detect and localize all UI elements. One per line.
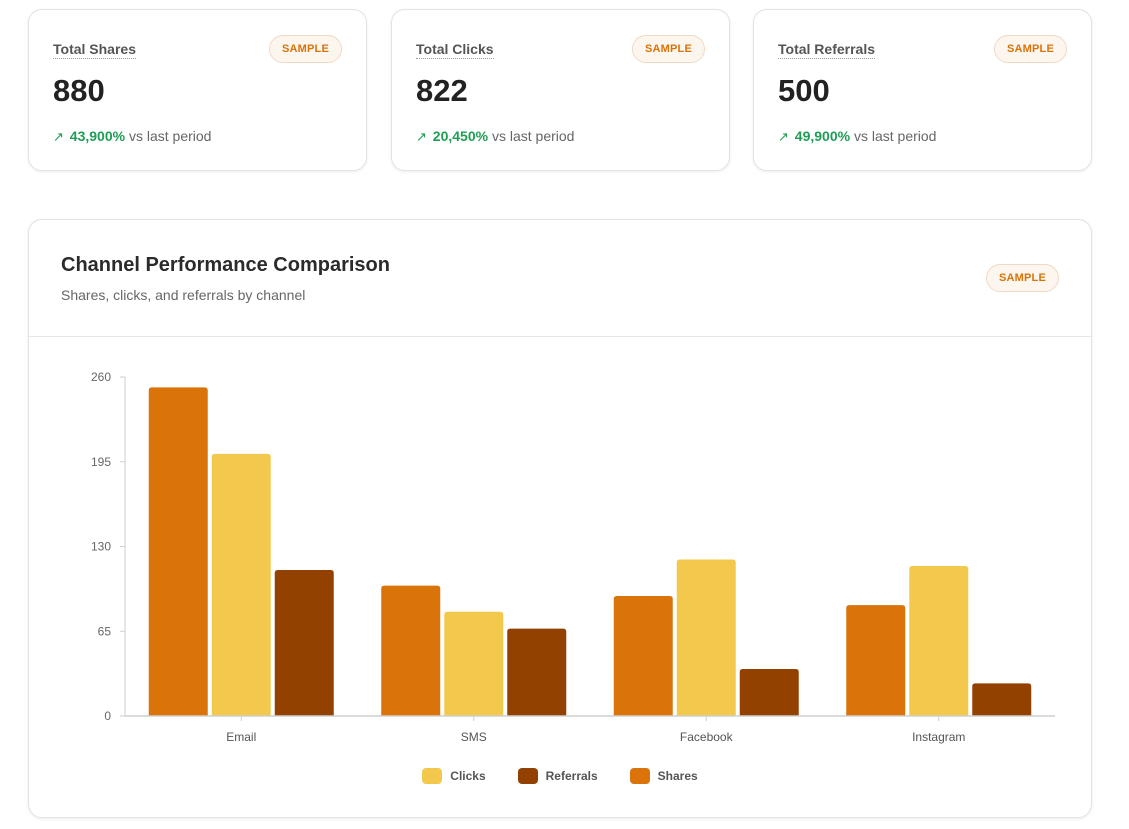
sample-badge: SAMPLE: [631, 35, 705, 63]
x-tick-label: Facebook: [680, 730, 734, 744]
bar-shares-sms: [381, 585, 441, 716]
y-tick-label: 0: [104, 709, 111, 723]
trend-up-icon: ↗: [416, 129, 427, 144]
bar-clicks-email: [211, 453, 271, 716]
kpi-delta: ↗ 43,900% vs last period: [53, 128, 211, 145]
bar-shares-instagram: [846, 605, 906, 716]
sample-badge: SAMPLE: [993, 35, 1067, 63]
bar-referrals-email: [274, 569, 334, 716]
delta-percent: 20,450%: [432, 128, 489, 144]
x-tick-label: Instagram: [912, 730, 965, 744]
kpi-card-shares: Total Shares SAMPLE 880 ↗ 43,900% vs las…: [28, 9, 367, 171]
trend-up-icon: ↗: [778, 129, 789, 144]
bar-shares-facebook: [613, 596, 673, 716]
y-tick-label: 260: [91, 370, 111, 384]
legend-label: Shares: [657, 769, 698, 783]
x-tick-label: Email: [226, 730, 256, 744]
kpi-value: 880: [53, 73, 105, 108]
legend-item-shares[interactable]: Shares: [629, 768, 698, 784]
chart-legend: Clicks Referrals Shares: [29, 768, 1091, 784]
chart-card: Channel Performance Comparison Shares, c…: [28, 219, 1092, 818]
kpi-label[interactable]: Total Shares: [53, 41, 136, 59]
bar-clicks-instagram: [909, 566, 969, 716]
kpi-value: 822: [416, 73, 468, 108]
kpi-value: 500: [778, 73, 830, 108]
y-tick-label: 130: [91, 540, 111, 554]
delta-suffix: vs last period: [128, 128, 212, 144]
kpi-delta: ↗ 20,450% vs last period: [416, 128, 574, 145]
sample-badge: SAMPLE: [985, 264, 1059, 292]
chart-title: Channel Performance Comparison: [61, 254, 390, 276]
bar-referrals-instagram: [972, 683, 1032, 716]
legend-swatch: [517, 768, 538, 784]
bar-referrals-sms: [507, 628, 567, 716]
bar-clicks-facebook: [676, 559, 736, 716]
kpi-label[interactable]: Total Referrals: [778, 41, 875, 59]
bar-shares-email: [148, 387, 208, 716]
trend-up-icon: ↗: [53, 129, 64, 144]
x-tick-label: SMS: [461, 730, 487, 744]
delta-percent: 49,900%: [794, 128, 851, 144]
divider: [29, 336, 1091, 337]
legend-item-clicks[interactable]: Clicks: [422, 768, 486, 784]
bar-referrals-facebook: [739, 669, 799, 716]
legend-label: Clicks: [450, 769, 486, 783]
y-tick-label: 195: [91, 455, 111, 469]
bar-clicks-sms: [444, 611, 504, 716]
delta-percent: 43,900%: [69, 128, 126, 144]
delta-suffix: vs last period: [491, 128, 575, 144]
delta-suffix: vs last period: [853, 128, 937, 144]
legend-swatch: [422, 768, 443, 784]
legend-item-referrals[interactable]: Referrals: [517, 768, 598, 784]
kpi-label[interactable]: Total Clicks: [416, 41, 494, 59]
kpi-delta: ↗ 49,900% vs last period: [778, 128, 936, 145]
chart-subtitle: Shares, clicks, and referrals by channel: [61, 287, 306, 303]
legend-swatch: [629, 768, 650, 784]
y-tick-label: 65: [98, 624, 112, 638]
bar-chart: 0 65 130 195 260 Email SMS Facebook Instagram: [91, 370, 1055, 744]
kpi-card-referrals: Total Referrals SAMPLE 500 ↗ 49,900% vs …: [753, 9, 1092, 171]
kpi-row: Total Shares SAMPLE 880 ↗ 43,900% vs las…: [28, 9, 1092, 171]
sample-badge: SAMPLE: [268, 35, 342, 63]
legend-label: Referrals: [545, 769, 598, 783]
kpi-card-clicks: Total Clicks SAMPLE 822 ↗ 20,450% vs las…: [391, 9, 730, 171]
